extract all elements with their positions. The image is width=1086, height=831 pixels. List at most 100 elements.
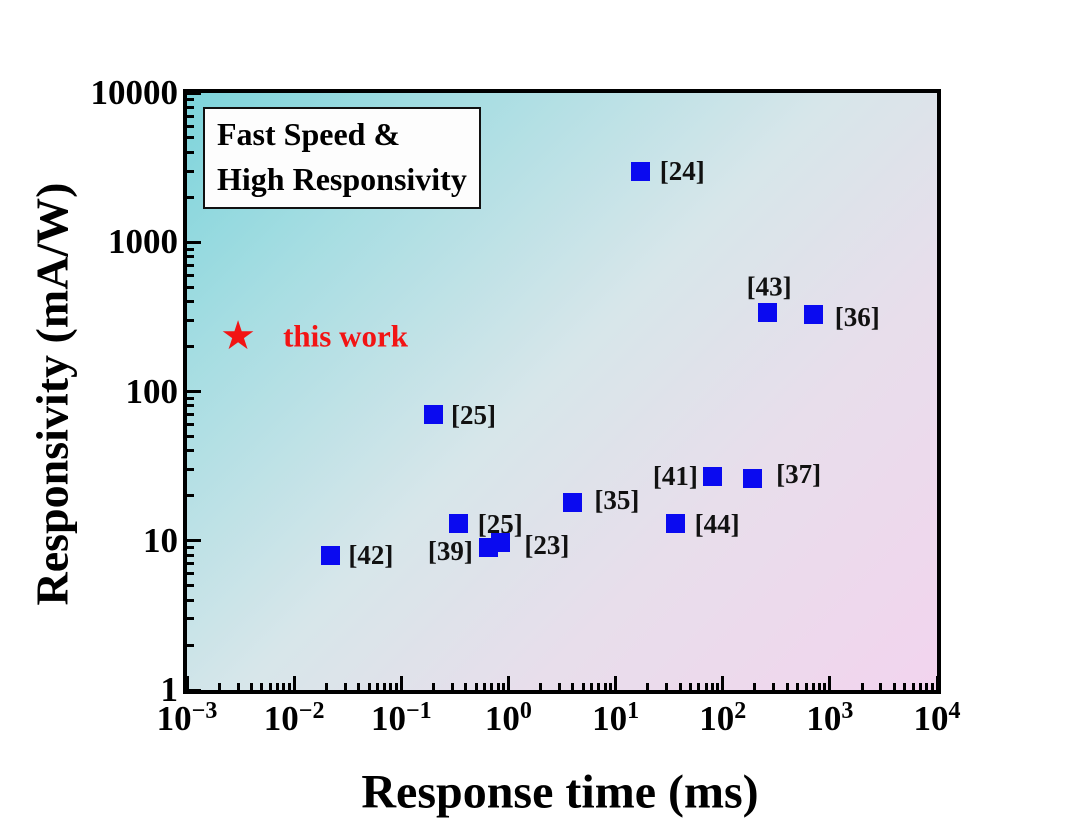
star-icon: ★ (220, 312, 257, 359)
data-point-label: [37] (776, 458, 822, 489)
y-axis-minor-tick (187, 404, 194, 408)
x-axis-minor-tick (911, 683, 915, 690)
y-axis-minor-tick (187, 124, 194, 128)
x-axis-major-tick (721, 676, 725, 690)
data-point-label: [23] (524, 529, 570, 560)
x-axis-minor-tick (753, 683, 757, 690)
x-axis-minor-tick (432, 683, 436, 690)
x-axis-minor-tick (665, 683, 669, 690)
x-axis-minor-tick (389, 683, 393, 690)
x-axis-major-tick (292, 676, 296, 690)
x-axis-minor-tick (609, 683, 613, 690)
x-axis-minor-tick (925, 683, 929, 690)
x-axis-minor-tick (704, 683, 708, 690)
y-axis-minor-tick (187, 562, 194, 566)
x-axis-minor-tick (496, 683, 500, 690)
y-tick-label: 1 (160, 670, 179, 709)
y-axis-minor-tick (187, 553, 194, 557)
data-point-label: [39] (427, 535, 473, 566)
annotation-line-2: High Responsivity (217, 160, 467, 197)
x-axis-minor-tick (276, 683, 280, 690)
y-axis-minor-tick (187, 434, 194, 438)
x-axis-minor-tick (796, 683, 800, 690)
x-axis-minor-tick (464, 683, 468, 690)
y-axis-minor-tick (187, 617, 194, 621)
x-axis-major-tick (185, 676, 189, 690)
data-point-label: [25] (451, 399, 497, 430)
x-tick-label: 10−3 (156, 698, 218, 738)
x-axis-minor-tick (394, 683, 398, 690)
y-tick-label: 10 (143, 520, 178, 560)
x-axis-minor-tick (581, 683, 585, 690)
x-axis-minor-tick (930, 683, 934, 690)
x-axis-minor-tick (558, 683, 562, 690)
square-marker (563, 493, 583, 513)
y-axis-minor-tick (187, 396, 194, 400)
x-axis-minor-tick (539, 683, 543, 690)
x-axis-minor-tick (716, 683, 720, 690)
square-marker (448, 514, 468, 534)
y-axis-minor-tick (187, 449, 194, 453)
x-axis-minor-tick (474, 683, 478, 690)
x-axis-minor-tick (236, 683, 240, 690)
annotation-box: Fast Speed & High Responsivity (203, 107, 481, 209)
x-axis-minor-tick (483, 683, 487, 690)
y-axis-minor-tick (187, 598, 194, 602)
x-axis-minor-tick (823, 683, 827, 690)
square-marker (630, 161, 650, 181)
x-axis-major-tick (399, 676, 403, 690)
x-axis-minor-tick (646, 683, 650, 690)
data-point-label: [43] (746, 271, 792, 302)
y-axis-major-tick (187, 240, 201, 244)
data-point-label: [24] (659, 155, 705, 186)
square-marker (424, 405, 444, 425)
x-axis-minor-tick (282, 683, 286, 690)
y-axis-minor-tick (187, 285, 194, 289)
y-axis-minor-tick (187, 136, 194, 140)
data-point-label: [35] (594, 484, 640, 515)
x-axis-minor-tick (590, 683, 594, 690)
y-axis-minor-tick (187, 114, 194, 118)
y-axis-minor-tick (187, 195, 194, 199)
y-axis-minor-tick (187, 318, 194, 322)
y-axis-minor-tick (187, 643, 194, 647)
x-axis-minor-tick (688, 683, 692, 690)
x-tick-label: 100 (484, 698, 532, 738)
x-axis-minor-tick (324, 683, 328, 690)
y-axis-minor-tick (187, 255, 194, 259)
data-point-label: [36] (834, 301, 880, 332)
x-axis-minor-tick (490, 683, 494, 690)
x-tick-label: 10−1 (370, 698, 432, 738)
y-axis-minor-tick (187, 468, 194, 472)
y-axis-minor-tick (187, 413, 194, 417)
y-axis-minor-tick (187, 150, 194, 154)
y-axis-minor-tick (187, 584, 194, 588)
y-axis-minor-tick (187, 494, 194, 498)
y-tick-label: 10000 (90, 73, 179, 112)
x-axis-minor-tick (860, 683, 864, 690)
x-axis-minor-tick (287, 683, 291, 690)
x-axis-minor-tick (603, 683, 607, 690)
x-axis-major-tick (506, 676, 510, 690)
data-point-label: [25] (477, 508, 523, 539)
x-axis-minor-tick (785, 683, 789, 690)
x-tick-label: 102 (699, 698, 747, 738)
y-axis-minor-tick (187, 247, 194, 251)
data-point-label: [41] (652, 461, 698, 492)
square-marker (803, 304, 823, 324)
x-axis-minor-tick (376, 683, 380, 690)
y-axis-major-tick (187, 91, 201, 95)
x-axis-minor-tick (357, 683, 361, 690)
x-axis-minor-tick (811, 683, 815, 690)
data-point-label: [44] (694, 508, 740, 539)
x-tick-label: 103 (806, 698, 854, 738)
plot-area: Fast Speed & High Responsivity [24] [43] [… (183, 89, 941, 694)
data-point-label: [42] (348, 540, 394, 571)
x-axis-minor-tick (343, 683, 347, 690)
x-axis-minor-tick (697, 683, 701, 690)
x-axis-minor-tick (817, 683, 821, 690)
y-axis-major-tick (187, 688, 201, 692)
x-axis-minor-tick (892, 683, 896, 690)
x-axis-major-tick (935, 676, 939, 690)
x-axis-minor-tick (879, 683, 883, 690)
